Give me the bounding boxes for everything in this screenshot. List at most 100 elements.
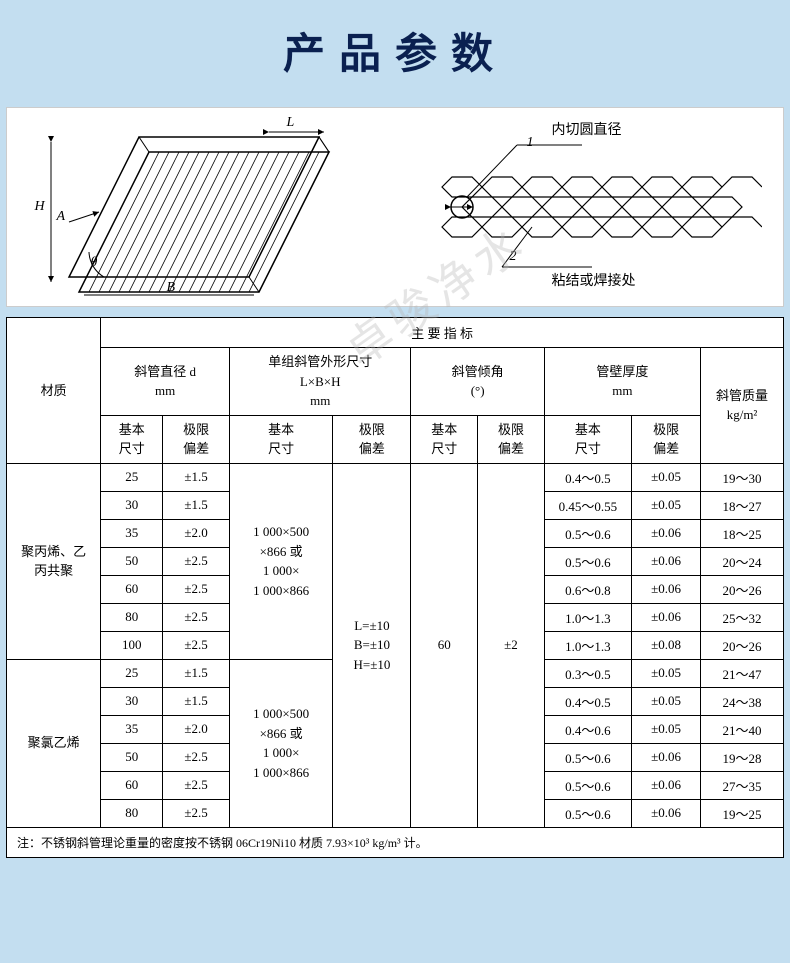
cell-d-dev: ±1.5 [163, 491, 230, 519]
cell-t-dev: ±0.06 [632, 771, 701, 799]
cell-d: 80 [101, 799, 163, 827]
cell-mass: 19～28 [701, 743, 784, 771]
label-theta: θ [91, 255, 98, 271]
cell-t-dev: ±0.06 [632, 547, 701, 575]
sub-t-dev: 极限偏差 [632, 415, 701, 463]
hdr-mass: 斜管质量 kg/m² [701, 348, 784, 464]
cell-lbh-dev: L=±10B=±10H=±10 [333, 463, 411, 827]
spec-table: 材质 主 要 指 标 斜管直径 d mm 单组斜管外形尺寸 L×B×H mm 斜… [6, 317, 784, 828]
cell-t: 0.5～0.6 [544, 519, 631, 547]
cell-mass: 21～47 [701, 659, 784, 687]
cell-mass: 18～27 [701, 491, 784, 519]
cell-angle-basic: 60 [411, 463, 478, 827]
hdr-angle: 斜管倾角 (°) [411, 348, 544, 416]
diagram-left: L H A θ B [29, 117, 359, 297]
cell-t: 0.5～0.6 [544, 799, 631, 827]
cell-mass: 19～30 [701, 463, 784, 491]
cell-t-dev: ±0.05 [632, 659, 701, 687]
sub-ang-basic: 基本尺寸 [411, 415, 478, 463]
cell-mass: 20～24 [701, 547, 784, 575]
cell-mass: 25～32 [701, 603, 784, 631]
cell-mass: 24～38 [701, 687, 784, 715]
sub-ang-dev: 极限偏差 [478, 415, 545, 463]
cell-t-dev: ±0.08 [632, 631, 701, 659]
cell-d-dev: ±1.5 [163, 659, 230, 687]
cell-t-dev: ±0.06 [632, 575, 701, 603]
cell-t-dev: ±0.06 [632, 799, 701, 827]
cell-t: 0.5～0.6 [544, 743, 631, 771]
cell-d: 60 [101, 575, 163, 603]
hdr-diameter: 斜管直径 d mm [101, 348, 230, 416]
cell-mass: 20～26 [701, 631, 784, 659]
cell-d-dev: ±2.5 [163, 547, 230, 575]
sub-lbh-basic: 基本尺寸 [229, 415, 332, 463]
sub-t-basic: 基本尺寸 [544, 415, 631, 463]
cell-d: 35 [101, 715, 163, 743]
sub-d-basic: 基本尺寸 [101, 415, 163, 463]
cell-mass: 20～26 [701, 575, 784, 603]
title-bar: 产品参数 [0, 0, 790, 101]
cell-d: 30 [101, 491, 163, 519]
label-inscribed: 内切圆直径 [552, 119, 622, 139]
table-body: 聚丙烯、乙丙共聚25±1.51 000×500×866 或1 000×1 000… [7, 463, 784, 827]
label-L: L [287, 115, 295, 131]
cell-d-dev: ±2.5 [163, 771, 230, 799]
cell-t-dev: ±0.05 [632, 463, 701, 491]
cell-t: 0.5～0.6 [544, 547, 631, 575]
cell-d: 25 [101, 463, 163, 491]
diagram-right: 内切圆直径 1 2 粘结或焊接处 [382, 117, 762, 297]
sub-lbh-dev: 极限偏差 [333, 415, 411, 463]
hdr-thickness: 管壁厚度 mm [544, 348, 700, 416]
page-title: 产品参数 [283, 32, 507, 78]
sub-d-dev: 极限偏差 [163, 415, 230, 463]
cell-d-dev: ±2.0 [163, 715, 230, 743]
label-B: B [167, 280, 176, 296]
hdr-lbh: 单组斜管外形尺寸 L×B×H mm [229, 348, 411, 416]
cell-material: 聚丙烯、乙丙共聚 [7, 463, 101, 659]
cell-d: 30 [101, 687, 163, 715]
cell-mass: 27～35 [701, 771, 784, 799]
cell-d-dev: ±2.5 [163, 631, 230, 659]
cell-d-dev: ±1.5 [163, 463, 230, 491]
cell-lbh-basic: 1 000×500×866 或1 000×1 000×866 [229, 659, 332, 827]
cell-mass: 18～25 [701, 519, 784, 547]
cell-angle-dev: ±2 [478, 463, 545, 827]
cell-d-dev: ±2.5 [163, 799, 230, 827]
cell-d: 25 [101, 659, 163, 687]
label-H: H [35, 199, 45, 215]
cell-d-dev: ±1.5 [163, 687, 230, 715]
parallelogram-diagram-svg [29, 117, 359, 297]
cell-t: 0.5～0.6 [544, 771, 631, 799]
cell-d-dev: ±2.5 [163, 575, 230, 603]
cell-t: 0.45～0.55 [544, 491, 631, 519]
label-num2: 2 [510, 249, 517, 265]
cell-t-dev: ±0.05 [632, 687, 701, 715]
cell-lbh-basic: 1 000×500×866 或1 000×1 000×866 [229, 463, 332, 659]
cell-d: 100 [101, 631, 163, 659]
spec-table-wrap: 材质 主 要 指 标 斜管直径 d mm 单组斜管外形尺寸 L×B×H mm 斜… [6, 317, 784, 858]
cell-t: 0.4～0.5 [544, 687, 631, 715]
cell-t: 0.4～0.6 [544, 715, 631, 743]
cell-d: 50 [101, 743, 163, 771]
cell-material: 聚氯乙烯 [7, 659, 101, 827]
cell-mass: 21～40 [701, 715, 784, 743]
cell-d-dev: ±2.5 [163, 603, 230, 631]
cell-mass: 19～25 [701, 799, 784, 827]
cell-d: 60 [101, 771, 163, 799]
cell-t-dev: ±0.06 [632, 743, 701, 771]
hdr-main: 主 要 指 标 [101, 318, 784, 348]
cell-t: 0.6～0.8 [544, 575, 631, 603]
label-num1: 1 [527, 135, 534, 151]
hdr-material: 材质 [7, 318, 101, 464]
cell-t: 1.0～1.3 [544, 631, 631, 659]
cell-t: 0.3～0.5 [544, 659, 631, 687]
cell-t-dev: ±0.05 [632, 491, 701, 519]
cell-t: 0.4～0.5 [544, 463, 631, 491]
cell-d-dev: ±2.5 [163, 743, 230, 771]
cell-d: 80 [101, 603, 163, 631]
cell-t: 1.0～1.3 [544, 603, 631, 631]
cell-d: 35 [101, 519, 163, 547]
cell-t-dev: ±0.06 [632, 519, 701, 547]
cell-d-dev: ±2.0 [163, 519, 230, 547]
diagram-panel: L H A θ B [6, 107, 784, 307]
